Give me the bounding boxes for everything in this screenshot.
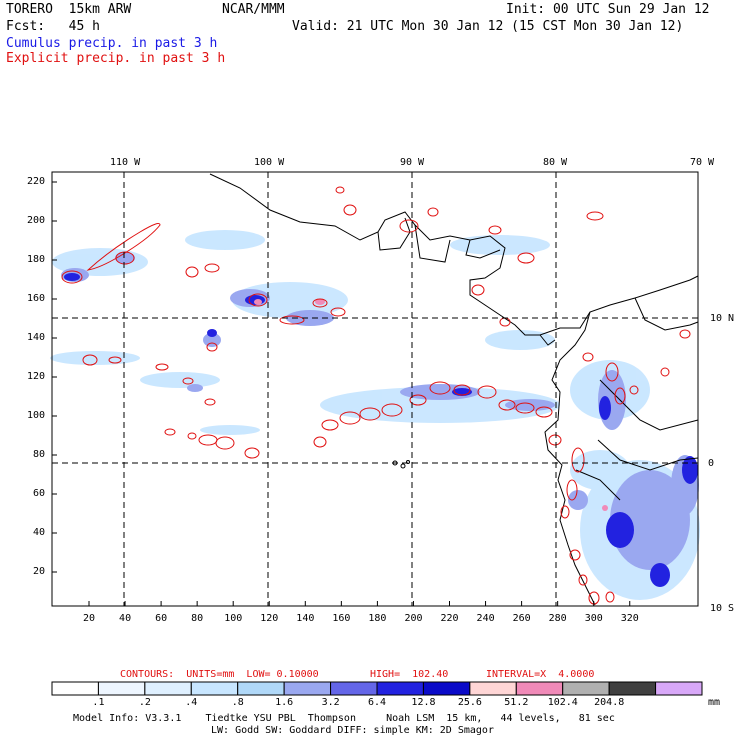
x-tick-label: 180 [368, 613, 387, 624]
lon-label-80w: 80 W [543, 157, 568, 168]
valid-time: Valid: 21 UTC Mon 30 Jan 12 (15 CST Mon … [292, 19, 684, 34]
y-tick-label: 220 [27, 176, 46, 187]
x-tick-label: 200 [404, 613, 423, 624]
x-tick-label: 20 [83, 613, 96, 624]
y-tick-label: 100 [27, 410, 46, 421]
cumulus-precip-areas [50, 230, 700, 600]
lat-label-10n: 10 N [710, 313, 735, 324]
lon-label-90w: 90 W [400, 157, 425, 168]
colorbar-tick-label: .4 [185, 697, 198, 708]
colorbar-swatch [283, 681, 332, 696]
contour-interval: INTERVAL=X 4.0000 [486, 669, 595, 680]
model-info-line1: Model Info: V3.3.1 Tiedtke YSU PBL Thomp… [73, 713, 615, 724]
colorbar-swatch [97, 681, 146, 696]
colorbar-tick-label: 102.4 [547, 697, 578, 708]
precip-colorbar [51, 681, 703, 696]
plot-frame [51, 171, 699, 607]
x-tick-label: 300 [584, 613, 603, 624]
colorbar-swatch [562, 681, 610, 696]
x-tick-label: 220 [440, 613, 459, 624]
org-label: NCAR/MMM [222, 2, 285, 17]
colorbar-tick-label: 3.2 [321, 697, 340, 708]
x-tick-label: 60 [155, 613, 168, 624]
explicit-legend: Explicit precip. in past 3 h [6, 51, 226, 66]
contour-high: HIGH= 102.40 [370, 669, 449, 680]
colorbar-swatch [51, 681, 99, 696]
colorbar-tick-label: .1 [92, 697, 105, 708]
colorbar-swatch [237, 681, 285, 696]
cumulus-legend: Cumulus precip. in past 3 h [6, 36, 218, 51]
lon-label-110w: 110 W [110, 157, 141, 168]
forecast-hour: Fcst: 45 h [6, 19, 100, 34]
y-tick-label: 120 [27, 371, 46, 382]
lon-label-70w: 70 W [690, 157, 715, 168]
lat-label-10s: 10 S [710, 603, 735, 614]
colorbar-swatch [422, 681, 471, 696]
y-tick-label: 20 [33, 566, 46, 577]
colorbar-tick-label: .2 [138, 697, 151, 708]
colorbar-swatch [608, 681, 657, 696]
x-tick-label: 260 [512, 613, 531, 624]
x-tick-label: 120 [260, 613, 279, 624]
colorbar-tick-label: 12.8 [411, 697, 436, 708]
y-tick-label: 60 [33, 488, 46, 499]
colorbar-swatch [330, 681, 378, 696]
init-time: Init: 00 UTC Sun 29 Jan 12 [506, 2, 710, 17]
y-tick-label: 140 [27, 332, 46, 343]
y-tick-label: 180 [27, 254, 46, 265]
colorbar-tick-label: 1.6 [275, 697, 294, 708]
colorbar-unit: mm [708, 697, 721, 708]
colorbar-tick-label: 25.6 [457, 697, 482, 708]
x-tick-label: 40 [119, 613, 132, 624]
x-tick-label: 160 [332, 613, 351, 624]
explicit-precip-contours [61, 186, 691, 605]
y-tick-label: 160 [27, 293, 46, 304]
colorbar-swatch [376, 681, 424, 696]
colorbar-tick-label: .8 [231, 697, 244, 708]
colorbar-swatch [655, 681, 703, 696]
colorbar-swatch [144, 681, 192, 696]
colorbar-swatch [469, 681, 517, 696]
contour-units: CONTOURS: UNITS=mm LOW= 0.10000 [120, 669, 319, 680]
x-tick-label: 100 [224, 613, 243, 624]
axis-ticks [52, 181, 631, 606]
colorbar-tick-label: 51.2 [504, 697, 529, 708]
colorbar-tick-label: 6.4 [368, 697, 387, 708]
y-tick-label: 40 [33, 527, 46, 538]
colorbar-tick-label: 204.8 [594, 697, 625, 708]
x-tick-label: 320 [620, 613, 639, 624]
y-tick-label: 200 [27, 215, 46, 226]
x-tick-label: 80 [191, 613, 204, 624]
colorbar-swatch [515, 681, 564, 696]
colorbar-swatch [190, 681, 239, 696]
x-tick-label: 140 [296, 613, 315, 624]
coastlines [209, 173, 699, 606]
model-info-line2: LW: Godd SW: Goddard DIFF: simple KM: 2D… [211, 725, 494, 736]
x-tick-label: 240 [476, 613, 495, 624]
model-title: TORERO 15km ARW [6, 2, 132, 17]
lat-label-0: 0 [708, 458, 715, 469]
y-tick-label: 80 [33, 449, 46, 460]
x-tick-label: 280 [548, 613, 567, 624]
lon-label-100w: 100 W [254, 157, 285, 168]
graticule [52, 172, 698, 606]
